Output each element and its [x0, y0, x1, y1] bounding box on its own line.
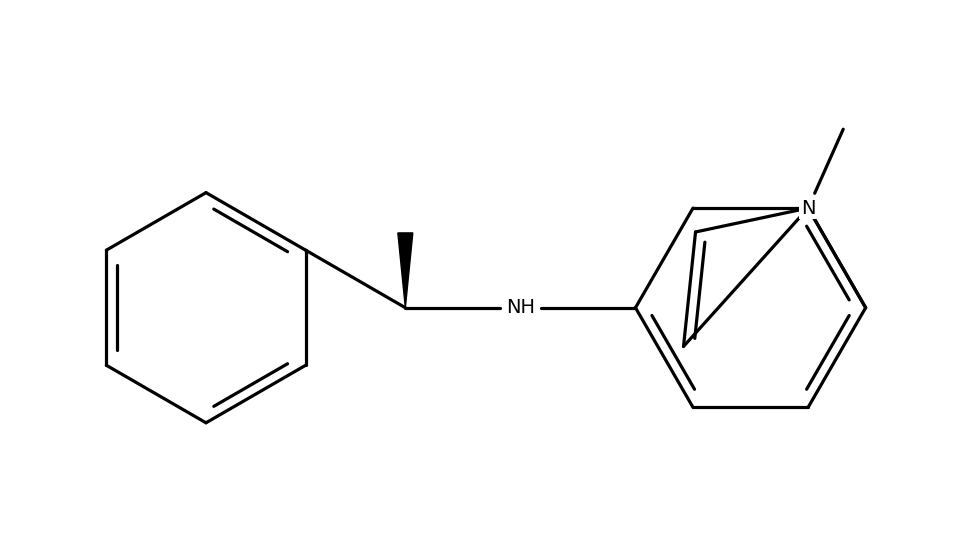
Text: NH: NH: [505, 298, 535, 317]
Text: N: N: [801, 199, 816, 217]
Polygon shape: [398, 233, 413, 307]
